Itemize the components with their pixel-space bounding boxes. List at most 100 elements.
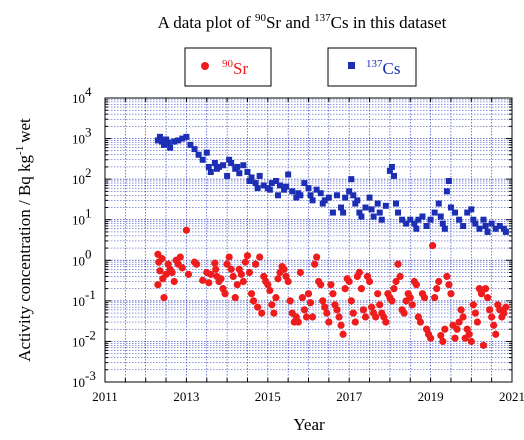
data-point-sr90 (223, 260, 231, 268)
data-point-cs137 (266, 186, 273, 193)
data-point-cs137 (240, 162, 247, 169)
data-point-sr90 (162, 270, 170, 278)
data-point-sr90 (280, 265, 288, 273)
data-point-sr90 (229, 272, 237, 281)
series-cs137 (154, 133, 509, 235)
data-point-cs137 (211, 159, 218, 166)
data-point-cs137 (340, 209, 347, 216)
data-point-cs137 (403, 220, 410, 227)
data-point-sr90 (323, 309, 331, 317)
legend-label-sr90: 90Sr (222, 58, 248, 78)
data-point-sr90 (396, 272, 404, 281)
data-point-cs137 (333, 192, 340, 199)
data-point-sr90 (233, 281, 241, 289)
data-point-sr90 (300, 306, 309, 314)
data-point-cs137 (358, 213, 365, 220)
data-point-cs137 (191, 146, 198, 153)
data-point-cs137 (456, 216, 463, 223)
data-point-sr90 (431, 294, 439, 302)
data-point-sr90 (329, 290, 337, 298)
data-point-cs137 (167, 144, 174, 151)
data-point-cs137 (435, 200, 442, 207)
data-point-sr90 (361, 313, 370, 321)
legend: 90Sr 137Cs (184, 47, 417, 87)
data-point-cs137 (415, 216, 422, 223)
data-point-sr90 (481, 285, 490, 293)
data-point-cs137 (325, 194, 332, 201)
title-suffix: in this dataset (349, 13, 447, 32)
data-point-sr90 (249, 297, 258, 305)
legend-item-sr90: 90Sr (184, 47, 272, 87)
data-point-sr90 (447, 290, 455, 298)
data-point-cs137 (248, 174, 255, 181)
data-point-cs137 (470, 216, 477, 223)
data-point-sr90 (158, 255, 166, 263)
data-point-sr90 (268, 301, 276, 309)
data-point-cs137 (413, 225, 420, 232)
data-point-cs137 (388, 163, 395, 170)
data-point-cs137 (460, 222, 467, 229)
data-point-cs137 (205, 163, 212, 170)
y-tick-label: 10 (72, 253, 85, 268)
data-point-cs137 (309, 197, 316, 204)
data-point-sr90 (298, 294, 306, 302)
data-point-cs137 (431, 209, 438, 216)
data-point-sr90 (237, 270, 245, 278)
legend-label-cs137: 137Cs (366, 58, 400, 78)
data-point-cs137 (441, 225, 448, 232)
data-point-sr90 (490, 321, 498, 329)
data-point-sr90 (412, 281, 420, 289)
legend-box-sr90 (184, 47, 272, 87)
data-point-sr90 (154, 281, 162, 289)
data-point-cs137 (492, 225, 499, 232)
data-point-cs137 (427, 216, 434, 223)
data-point-sr90 (416, 318, 425, 326)
title-prefix: A data plot of (158, 13, 255, 32)
x-tick-label: 2019 (418, 389, 444, 404)
data-point-sr90 (207, 270, 215, 278)
data-point-cs137 (319, 200, 326, 207)
data-point-cs137 (437, 213, 444, 220)
data-point-cs137 (472, 220, 479, 227)
data-point-cs137 (423, 222, 430, 229)
title-iso1-mass: 90 (255, 12, 267, 24)
data-point-cs137 (395, 209, 402, 216)
data-point-cs137 (370, 213, 377, 220)
data-point-cs137 (482, 222, 489, 229)
data-point-cs137 (156, 133, 163, 140)
legend-sr90-mass: 90 (222, 58, 234, 70)
data-point-sr90 (160, 294, 168, 302)
data-point-cs137 (407, 216, 414, 223)
data-point-sr90 (355, 268, 363, 277)
data-point-cs137 (199, 156, 206, 163)
x-tick-label: 2015 (255, 389, 281, 404)
y-tick-label-exponent: -1 (85, 287, 96, 302)
data-point-sr90 (488, 313, 496, 321)
data-point-cs137 (274, 192, 281, 199)
data-point-sr90 (182, 226, 190, 234)
x-tick-label: 2017 (336, 389, 363, 404)
data-point-cs137 (321, 197, 328, 204)
y-tick-label: 10 (72, 132, 85, 147)
data-point-sr90 (306, 299, 315, 307)
data-point-cs137 (207, 168, 214, 175)
data-point-cs137 (285, 171, 292, 178)
data-point-sr90 (156, 267, 164, 275)
data-point-cs137 (228, 159, 235, 166)
data-point-sr90 (406, 294, 414, 302)
data-point-cs137 (163, 136, 170, 143)
data-point-sr90 (231, 294, 239, 302)
data-point-cs137 (468, 206, 475, 213)
x-tick-label: 2013 (173, 389, 199, 404)
data-point-cs137 (500, 225, 507, 232)
y-tick-label: 10 (72, 213, 85, 228)
data-point-cs137 (386, 167, 393, 174)
y-tick-label: 10 (72, 172, 85, 187)
data-point-cs137 (488, 220, 495, 227)
data-point-cs137 (445, 177, 452, 184)
data-point-sr90 (469, 301, 477, 309)
data-point-sr90 (211, 259, 219, 267)
data-point-sr90 (321, 303, 329, 311)
data-point-cs137 (203, 149, 210, 156)
